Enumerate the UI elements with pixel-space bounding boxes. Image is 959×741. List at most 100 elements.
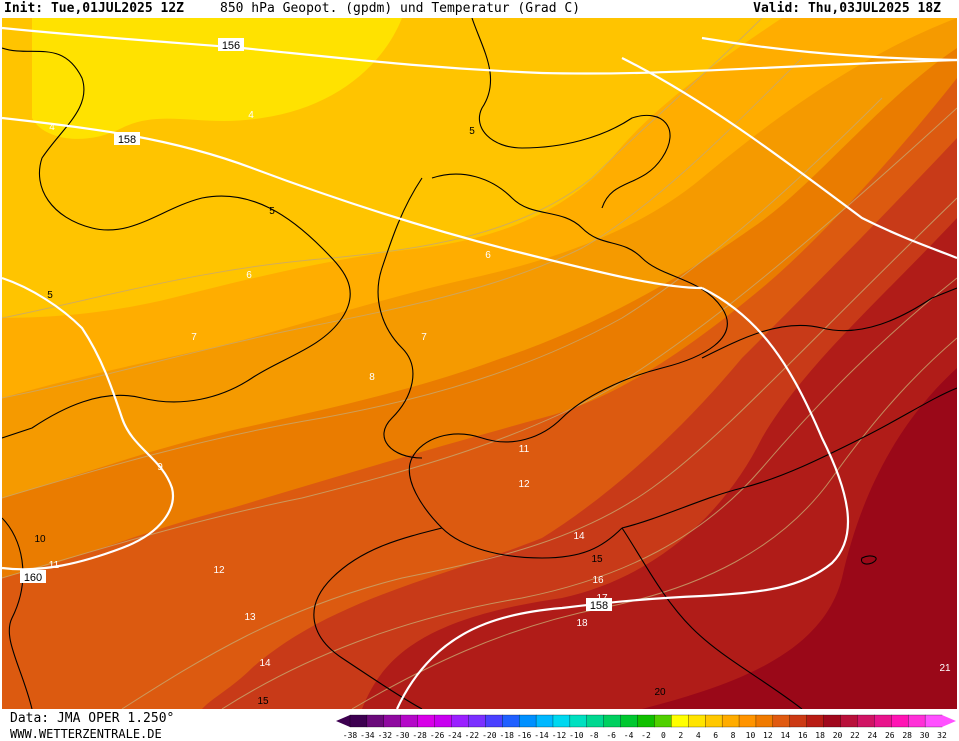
- legend-label: -38: [343, 731, 358, 740]
- band-4: [32, 18, 402, 139]
- temp-label: 21: [939, 663, 951, 674]
- legend-swatch: [823, 714, 841, 728]
- legend-label: -10: [569, 731, 584, 740]
- geopotential-labels: 15 6 158 158 160: [20, 38, 612, 612]
- temp-label: 11: [519, 444, 530, 455]
- website-credit: WWW.WETTERZENTRALE.DE: [10, 727, 162, 741]
- legend-arrow-left: [336, 715, 350, 727]
- legend-swatch: [806, 714, 825, 728]
- legend-swatch: [603, 714, 622, 728]
- geopot-label-160: 160: [20, 570, 46, 584]
- legend-label: 16: [798, 731, 808, 740]
- legend-swatch: [772, 714, 791, 728]
- geopot-label-158-a: 158: [114, 132, 140, 146]
- legend-swatch: [721, 714, 740, 728]
- legend-label: -12: [552, 731, 567, 740]
- legend-label: 14: [780, 731, 790, 740]
- legend-swatch: [857, 714, 875, 728]
- temp-label: 5: [269, 206, 275, 217]
- legend-swatch: [349, 714, 368, 728]
- legend-swatch: [924, 714, 943, 728]
- legend-label: 12: [763, 731, 773, 740]
- temp-label: 10: [34, 534, 46, 545]
- legend-swatch: [451, 714, 469, 728]
- legend-swatch: [586, 714, 605, 728]
- temp-label: 15: [591, 554, 603, 565]
- contour-top-right: [701, 36, 957, 62]
- legend-swatches: [336, 714, 956, 728]
- legend-label: -8: [589, 731, 599, 740]
- temperature-labels: 4 4 5 5 5 6 6 7 7 8 9 10 11 11 12 12 13 …: [34, 110, 951, 707]
- legend-label: 18: [815, 731, 825, 740]
- legend-swatch: [840, 714, 858, 728]
- temp-label: 8: [369, 372, 375, 383]
- temp-label: 14: [573, 531, 585, 542]
- map-title: 850 hPa Geopot. (gpdm) und Temperatur (G…: [220, 1, 581, 16]
- legend-swatch: [383, 714, 402, 728]
- contour-160: [2, 276, 174, 571]
- legend-swatch: [874, 714, 892, 728]
- legend-label: -30: [395, 731, 410, 740]
- contour-158-east: [395, 287, 850, 709]
- temp-label: 13: [244, 612, 256, 623]
- legend-swatch: [789, 714, 808, 728]
- temp-label: 7: [421, 332, 427, 343]
- legend-swatch: [366, 714, 385, 728]
- legend-label: 30: [920, 731, 930, 740]
- temp-label: 4: [248, 110, 254, 121]
- legend-label: 8: [731, 731, 736, 740]
- map-header: Init: Tue,01JUL2025 12Z 850 hPa Geopot. …: [0, 0, 959, 18]
- legend-swatch: [654, 714, 672, 728]
- legend-swatch: [502, 714, 520, 728]
- legend-label: -22: [465, 731, 480, 740]
- temp-label: 15: [257, 696, 269, 707]
- legend-label: 6: [713, 731, 718, 740]
- legend-label: 26: [885, 731, 895, 740]
- legend-swatch: [891, 714, 909, 728]
- legend-swatch: [755, 714, 774, 728]
- legend-swatch: [417, 714, 436, 728]
- legend-label: -14: [534, 731, 549, 740]
- legend-swatch: [400, 714, 419, 728]
- legend-label: 32: [937, 731, 947, 740]
- legend-swatch: [535, 714, 554, 728]
- legend-swatch: [434, 714, 452, 728]
- weather-map: 156 158 158 160 4 4 5 5 5 6 6 7 7 8 9 10…: [2, 18, 957, 709]
- borders: [2, 18, 957, 709]
- legend-label: 2: [678, 731, 683, 740]
- temp-label: 6: [246, 270, 252, 281]
- temp-label: 12: [213, 565, 225, 576]
- svg-text:160: 160: [24, 572, 42, 584]
- geopot-label-158-b: 158: [586, 598, 612, 612]
- temp-label: 6: [485, 250, 491, 261]
- temp-label: 12: [518, 479, 530, 490]
- legend-label: 28: [902, 731, 912, 740]
- legend-swatch: [620, 714, 638, 728]
- legend-label: -24: [447, 731, 462, 740]
- legend-swatch: [688, 714, 706, 728]
- temp-label: 18: [576, 618, 588, 629]
- legend-swatch: [569, 714, 588, 728]
- legend-label: -34: [360, 731, 375, 740]
- legend-label: -16: [517, 731, 532, 740]
- legend-label: 4: [696, 731, 701, 740]
- contour-156: [2, 26, 957, 75]
- temp-label: 5: [47, 290, 53, 301]
- legend-swatch: [637, 714, 655, 728]
- legend-label: -4: [624, 731, 634, 740]
- legend-label: -26: [430, 731, 445, 740]
- temp-label: 20: [654, 687, 666, 698]
- legend-arrow-right: [942, 715, 956, 727]
- legend-label: 22: [850, 731, 860, 740]
- contour-158-ne: [621, 57, 957, 260]
- legend-swatch: [552, 714, 571, 728]
- legend-swatch: [738, 714, 757, 728]
- init-time: Init: Tue,01JUL2025 12Z: [4, 1, 185, 16]
- legend-label: 20: [833, 731, 843, 740]
- legend-swatch: [671, 714, 689, 728]
- valid-time: Valid: Thu,03JUL2025 18Z: [753, 1, 941, 16]
- svg-text:158: 158: [118, 134, 136, 146]
- legend-labels: -38 -34 -32 -30 -28 -26 -24 -22 -20 -18 -16 -14 -12-…: [343, 731, 947, 740]
- legend-swatch: [705, 714, 723, 728]
- legend-label: 24: [868, 731, 878, 740]
